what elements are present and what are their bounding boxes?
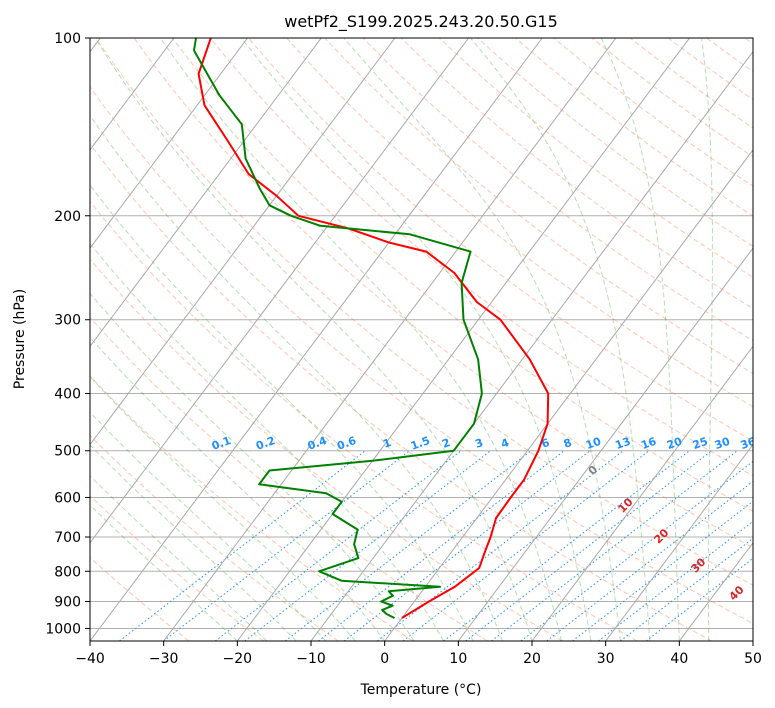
x-tick-label: 10 [449,651,467,667]
dry-adiabat-line [324,38,753,375]
moist-adiabat-line [701,38,713,641]
y-tick-label: 400 [54,387,81,403]
mixing-ratio-label: 2 [440,436,452,451]
moist-adiabat-line [94,38,533,641]
mixing-ratio-label: 3 [473,436,485,451]
mixing-ratio-label: 0.4 [306,434,329,453]
isotherm-line [90,38,469,544]
isotherm-line [90,38,248,249]
moist-adiabat-line [90,475,268,641]
x-tick-label: −40 [75,651,105,667]
y-tick-label: 600 [54,490,81,506]
dry-adiabat-line [90,200,638,641]
moist-adiabat-line [90,411,327,641]
isotherm-line [605,443,753,641]
isotherm-line [384,149,753,641]
mixing-ratio-label: 20 [665,435,684,453]
plot-frame [89,37,754,642]
isotherm-line [310,50,753,641]
isotherm-line [531,345,753,641]
x-tick-label: −30 [149,651,179,667]
y-axis-ticks: 1000 900 800 700 600 500 400 300 200 100 [45,31,90,637]
mixing-ratio-label: 36 [739,435,758,453]
mixing-ratio-label: 0.2 [254,434,277,453]
isotherms [90,38,753,641]
x-tick-label: 20 [523,651,541,667]
mixing-ratio-label: 0.1 [210,434,233,453]
mixing-ratio-label: 1.5 [409,434,432,453]
y-tick-label: 500 [54,444,81,460]
y-tick-label: 700 [54,530,81,546]
dry-adiabat-line [90,143,712,641]
moist-adiabat-line [159,38,562,641]
dry-adiabat-line [90,85,753,625]
dry-adiabat-line [400,38,753,310]
x-tick-label: 40 [670,651,688,667]
y-tick-label: 300 [54,313,81,329]
dry-adiabat-line [90,434,339,641]
isotherm-line [236,38,690,641]
mixing-ratio-label: 4 [499,436,511,451]
dry-adiabat-line [90,258,563,641]
moist-adiabat-line [90,114,503,641]
dewpoint-line [193,38,483,619]
profile-series [193,38,550,619]
dry-adiabat-line [90,556,190,641]
dry-adiabat-line [210,38,753,477]
x-tick-label: 30 [597,651,615,667]
mixing-ratio-label: 8 [562,436,574,451]
temperature-line [197,38,550,619]
mixing-ratio-label: 30 [713,435,732,453]
plot-area: -100-90-80-70-60-50-40-30-20-10010203040… [90,38,758,641]
moist-adiabat-line [90,242,445,641]
y-tick-label: 1000 [45,621,81,637]
isotherm-line [90,38,322,348]
x-axis-label: Temperature (°C) [360,682,482,698]
moist-adiabat-line [470,38,651,641]
isotherm-line [457,247,753,641]
mixing-ratio-label: 16 [639,435,658,453]
dry-adiabat-line [248,38,753,442]
x-tick-label: −10 [296,651,326,667]
x-tick-label: 50 [744,651,762,667]
mixing-ratio-label: 1 [381,436,393,451]
pressure-gridlines [90,38,753,629]
dry-adiabat-line [362,38,753,342]
mixing-ratio-label: 6 [540,436,552,451]
x-tick-label: −20 [223,651,253,667]
moist-adiabat-line [90,375,356,641]
dry-adiabat-line [95,38,753,586]
x-axis-ticks: −40 −30 −20 −10 0 10 20 30 40 50 [75,641,762,667]
moist-adiabats [90,38,713,641]
y-tick-label: 900 [54,594,81,610]
isotherm-line [90,38,175,151]
isotherm-line [90,38,543,641]
moist-adiabat-line [343,38,621,641]
isotherm-line [163,38,617,641]
x-tick-label: 0 [380,651,389,667]
dry-adiabat-line [171,38,753,512]
moist-adiabat-line [90,336,386,641]
mixing-ratio-label: 13 [613,435,632,452]
y-tick-label: 100 [54,31,81,47]
y-tick-label: 200 [54,209,81,225]
y-axis-label: Pressure (hPa) [12,289,28,389]
mixing-ratio-label: 10 [584,435,603,453]
moist-adiabat-line [600,38,680,641]
mixing-ratio-label: 0.6 [335,434,358,453]
isotherm-line [90,38,396,446]
moist-adiabat-line [90,184,474,641]
chart-title: wetPf2_S199.2025.243.20.50.G15 [284,12,558,32]
y-tick-label: 800 [54,564,81,580]
moist-adiabat-line [240,38,592,641]
mixing-ratio-label: 25 [691,435,710,452]
adiabat-labels: -100-90-80-70-60-50-40-30-20-10010203040… [210,434,758,603]
